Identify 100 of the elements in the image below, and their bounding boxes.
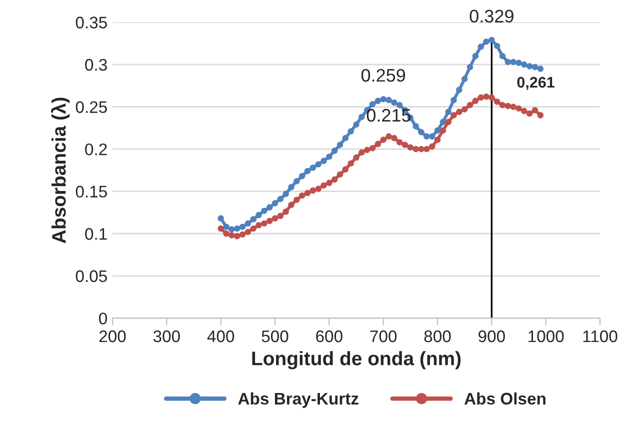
point <box>391 99 398 106</box>
y-tick-label: 0.15 <box>76 186 107 198</box>
point <box>537 112 544 118</box>
point <box>288 202 294 208</box>
point <box>483 38 490 45</box>
point <box>521 61 528 68</box>
point <box>353 154 360 161</box>
x-tick-label: 200 <box>99 330 126 342</box>
point <box>478 94 484 101</box>
point <box>424 146 430 152</box>
point <box>499 52 506 60</box>
point <box>336 171 344 178</box>
point <box>483 94 490 100</box>
point <box>326 180 332 186</box>
point <box>510 58 516 66</box>
point <box>358 149 365 156</box>
point <box>461 106 468 112</box>
y-axis-title: Absorbancia (λ) <box>51 98 70 244</box>
x-tick-label: 600 <box>316 330 342 342</box>
point <box>526 63 533 70</box>
point <box>277 196 284 202</box>
point <box>428 143 436 150</box>
point <box>472 52 479 60</box>
point <box>228 226 235 233</box>
point <box>488 36 495 44</box>
point <box>450 112 457 118</box>
point <box>374 140 382 148</box>
point <box>526 110 533 117</box>
legend-label: Abs Bray-Kurtz <box>238 392 358 408</box>
point <box>445 118 452 126</box>
point <box>510 104 516 110</box>
x-axis-title: Longitud de onda (nm) <box>252 351 461 370</box>
point <box>391 134 398 142</box>
y-tick-label: 0.3 <box>85 58 107 71</box>
point <box>304 168 311 174</box>
point <box>407 144 414 150</box>
x-tick-label: 900 <box>478 330 505 342</box>
point <box>304 190 311 196</box>
point <box>261 220 268 227</box>
point <box>516 60 522 66</box>
point <box>282 208 289 215</box>
point <box>386 133 392 140</box>
point <box>315 186 322 192</box>
point <box>450 96 457 104</box>
point <box>331 176 338 183</box>
point <box>223 224 230 230</box>
point <box>434 136 441 143</box>
point <box>266 204 273 211</box>
point <box>234 225 240 232</box>
point <box>374 98 382 104</box>
point <box>440 118 446 126</box>
point <box>310 164 316 171</box>
point <box>396 102 403 108</box>
point <box>348 160 354 167</box>
point <box>396 139 403 146</box>
y-tick-label: 0.2 <box>85 143 107 156</box>
x-tick-label: 500 <box>262 330 288 342</box>
point <box>456 86 462 93</box>
point <box>488 94 495 101</box>
point <box>272 200 278 206</box>
x-tick-label: 1000 <box>528 330 564 342</box>
point <box>250 216 256 222</box>
x-tick-label: 400 <box>207 330 234 342</box>
point <box>504 102 512 110</box>
point <box>358 114 365 120</box>
point <box>412 123 419 130</box>
y-tick-label: 0.35 <box>76 16 107 28</box>
point <box>244 228 252 236</box>
point <box>402 142 408 148</box>
point <box>456 108 462 115</box>
point <box>218 215 224 222</box>
point <box>521 108 528 114</box>
point <box>428 133 436 140</box>
point <box>445 108 452 115</box>
point <box>228 232 235 238</box>
x-tick-label: 700 <box>370 330 397 342</box>
point <box>298 173 306 180</box>
point <box>310 187 316 194</box>
point <box>239 224 246 230</box>
point <box>294 196 300 203</box>
point <box>369 101 376 108</box>
point <box>516 105 522 112</box>
point <box>239 231 246 238</box>
point <box>244 220 252 227</box>
x-tick-label: 300 <box>153 330 180 342</box>
point <box>326 154 332 160</box>
y-tick-label: 0.1 <box>85 228 107 240</box>
y-tick-label: 0 <box>99 312 107 324</box>
y-tick-label: 0.25 <box>76 101 107 114</box>
point <box>532 64 538 70</box>
point <box>261 208 268 214</box>
point <box>532 107 538 114</box>
point <box>424 133 430 140</box>
point <box>342 134 349 142</box>
point <box>466 64 474 70</box>
legend-label: Abs Olsen <box>464 392 546 405</box>
point <box>386 96 392 104</box>
x-tick-label: 800 <box>424 330 451 342</box>
point <box>440 127 446 134</box>
point <box>504 58 512 66</box>
